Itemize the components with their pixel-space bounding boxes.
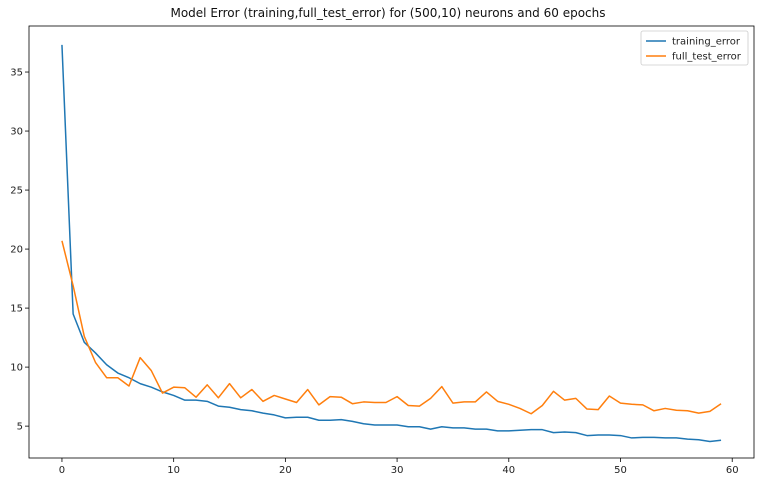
legend-box (640, 30, 749, 66)
y-tick-label: 20 (10, 245, 23, 256)
y-tick-label: 35 (10, 68, 23, 79)
y-axis: 5 10 15 20 25 30 35 (10, 68, 29, 433)
x-tick-label: 30 (391, 465, 404, 476)
y-tick-label: 25 (10, 186, 23, 197)
x-axis: 0 10 20 30 40 50 60 (59, 458, 739, 476)
legend-label: full_test_error (672, 52, 742, 63)
series-layer (61, 44, 722, 443)
y-tick-label: 15 (10, 304, 23, 315)
chart-title: Model Error (training,full_test_error) f… (170, 6, 605, 20)
x-tick-label: 20 (279, 465, 292, 476)
x-tick-label: 0 (59, 465, 65, 476)
x-tick-label: 10 (167, 465, 180, 476)
y-tick-label: 10 (10, 363, 23, 374)
x-tick-label: 40 (502, 465, 515, 476)
legend-label: training_error (672, 37, 741, 48)
x-tick-label: 60 (726, 465, 739, 476)
legend: training_error full_test_error (640, 30, 749, 66)
x-tick-label: 50 (614, 465, 627, 476)
series-line-training-error (61, 44, 722, 443)
y-tick-label: 30 (10, 127, 23, 138)
y-tick-label: 5 (17, 422, 23, 433)
series-line-full-test-error (61, 240, 722, 415)
plot-area (28, 25, 755, 459)
plot-frame (28, 25, 755, 459)
